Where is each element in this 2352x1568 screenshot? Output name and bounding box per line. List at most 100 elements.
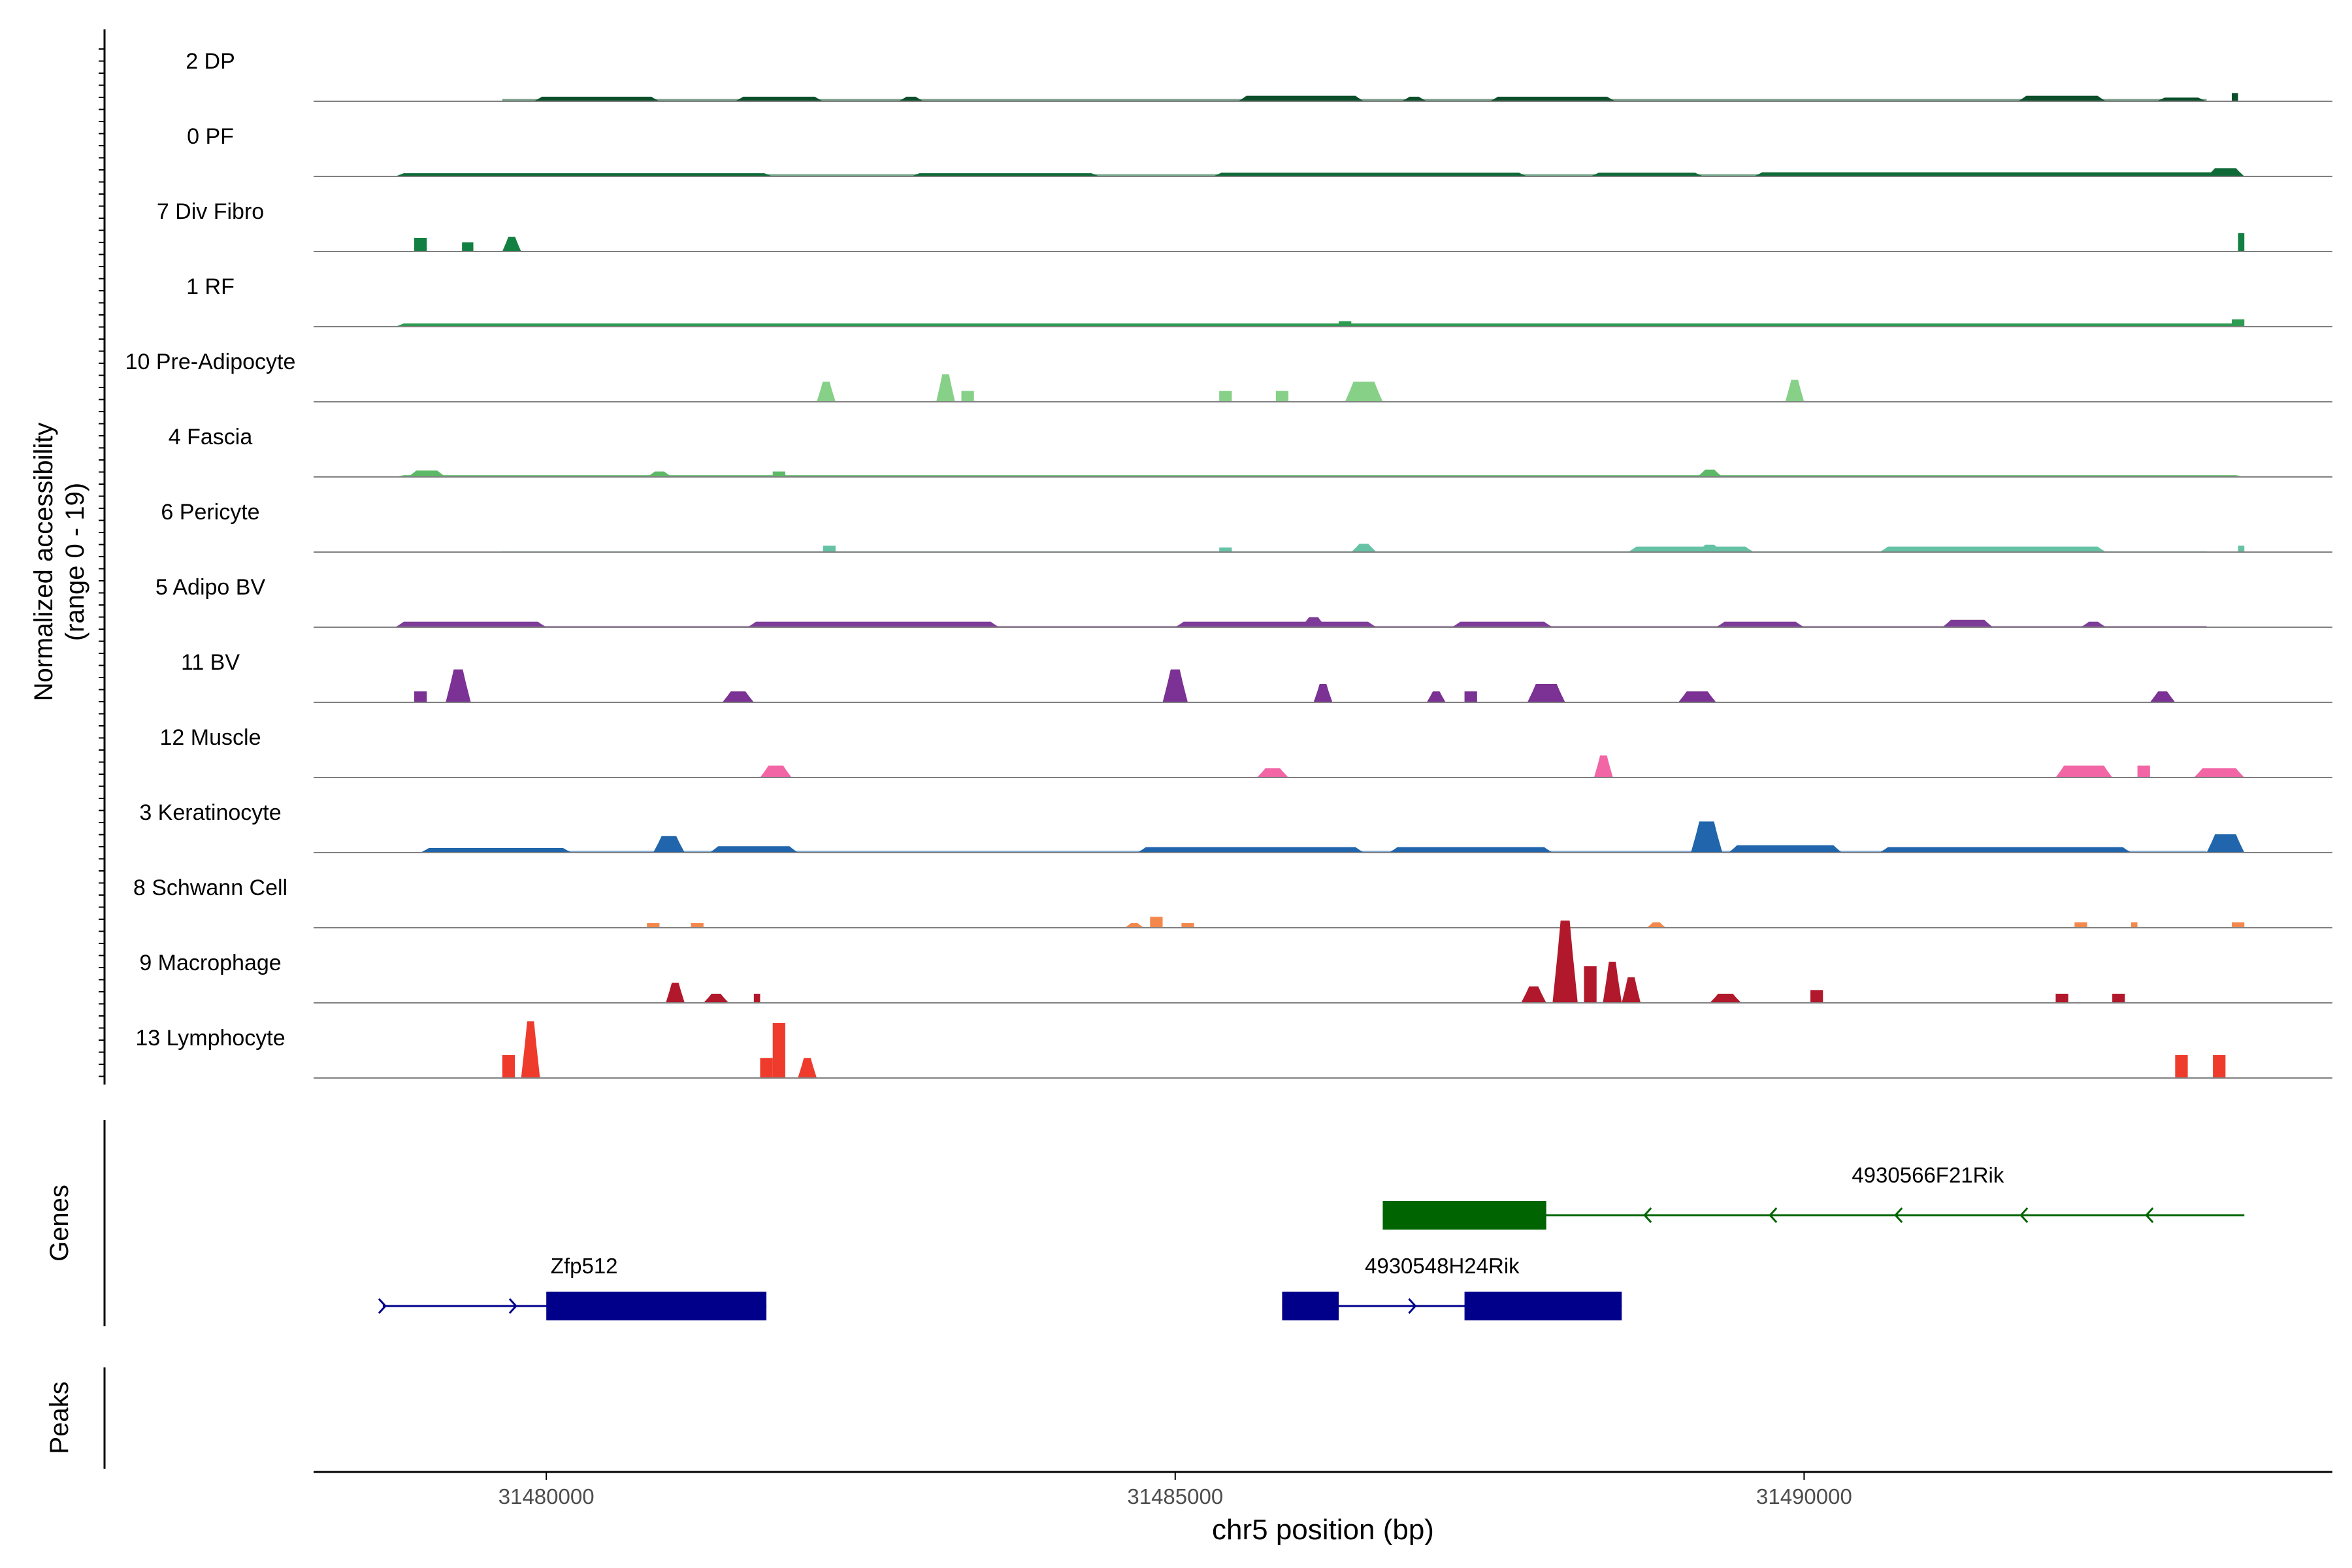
- coverage-peak: [961, 391, 974, 402]
- track-label: 3 Keratinocyte: [139, 800, 281, 825]
- gene-label: 4930566F21Rik: [1852, 1163, 2004, 1187]
- track-4: 1 RF: [186, 274, 2332, 327]
- coverage-peak: [395, 621, 547, 627]
- coverage-peak: [1275, 391, 1289, 402]
- coverage-peak: [1785, 380, 1805, 402]
- coverage-peak: [734, 97, 823, 101]
- coverage-peak: [521, 1021, 540, 1078]
- coverage-peak: [395, 173, 773, 176]
- coverage-peak: [936, 374, 955, 402]
- coverage-peak: [2206, 834, 2245, 853]
- track-8: 5 Adipo BV: [155, 575, 2332, 628]
- coverage-peak: [2213, 1055, 2226, 1078]
- peaks-panel: Peaks: [45, 1367, 106, 1469]
- track-1: 2 DP: [186, 49, 2332, 102]
- track-label: 10 Pre-Adipocyte: [125, 350, 296, 374]
- track-6: 4 Fascia: [169, 425, 2332, 478]
- coverage-peak: [1716, 621, 1805, 627]
- coverage-peak: [1728, 845, 1842, 853]
- coverage-peak: [1527, 684, 1565, 702]
- track-label: 4 Fascia: [169, 425, 253, 449]
- gene-strand-arrow: [1769, 1207, 1778, 1224]
- gene-strand-arrow: [2019, 1207, 2029, 1224]
- coverage-peak: [691, 923, 704, 928]
- coverage-peak: [2238, 233, 2245, 252]
- coverage-peak: [798, 1058, 817, 1078]
- coverage-peak: [2206, 168, 2245, 176]
- gene-exon: [1282, 1292, 1339, 1320]
- x-axis-title: chr5 position (bp): [1212, 1514, 1434, 1546]
- coverage-peak: [1175, 621, 1377, 627]
- track-9: 11 BV: [181, 650, 2332, 703]
- coverage-peak: [760, 765, 792, 777]
- gene-exon: [546, 1292, 767, 1320]
- track-13: 9 Macrophage: [139, 921, 2332, 1004]
- accessibility-axis: [99, 29, 106, 1085]
- track-12: 8 Schwann Cell: [133, 875, 2332, 928]
- coverage-peak: [1646, 922, 1666, 928]
- coverage-peak: [1219, 391, 1232, 402]
- coverage-peak: [898, 97, 924, 101]
- coverage-peak: [1521, 986, 1546, 1003]
- gene-strand-arrow: [1408, 1298, 1417, 1315]
- gene-exon: [1382, 1201, 1546, 1230]
- track-3: 7 Div Fibro: [157, 199, 2332, 252]
- coverage-peak: [1452, 621, 1553, 627]
- track-10: 12 Muscle: [160, 725, 2332, 778]
- coverage-peak: [1339, 321, 1352, 327]
- gene-Zfp512: Zfp512: [378, 1254, 767, 1320]
- gene-strand-arrow: [1643, 1207, 1652, 1224]
- coverage-peak: [1879, 847, 2131, 853]
- track-label: 0 PF: [187, 124, 234, 149]
- coverage-peak: [823, 546, 836, 552]
- coverage-peak: [1301, 617, 1326, 627]
- coverage-peak: [2231, 93, 2238, 101]
- coverage-peak: [502, 237, 521, 252]
- coverage-peak: [772, 1023, 785, 1078]
- coverage-peak: [1490, 97, 1616, 101]
- track-label: 11 BV: [181, 650, 240, 675]
- coverage-peak: [817, 382, 836, 402]
- track-label: 7 Div Fibro: [157, 199, 264, 224]
- gene-strand-arrow: [378, 1298, 387, 1315]
- coverage-peak: [1137, 847, 1364, 853]
- gene-strand-arrow: [2145, 1207, 2154, 1224]
- peaks-panel-label: Peaks: [45, 1381, 74, 1454]
- coverage-peak: [1593, 755, 1613, 777]
- coverage-peak: [666, 983, 685, 1003]
- track-label: 12 Muscle: [160, 725, 261, 750]
- x-tick-label: 31480000: [498, 1484, 595, 1509]
- coverage-peak: [2080, 621, 2106, 627]
- coverage-peak: [533, 97, 660, 101]
- coverage-peak: [1810, 990, 1823, 1003]
- x-axis: 31480000 31485000 31490000 chr5 position (…: [314, 1471, 2332, 1546]
- coverage-peak: [1351, 544, 1377, 552]
- coverage-peak: [1691, 821, 1723, 853]
- x-axis-ticks: 31480000 31485000 31490000: [498, 1472, 1852, 1509]
- coverage-peak: [2175, 1055, 2188, 1078]
- coverage-peak: [1627, 546, 1754, 552]
- coverage-peak: [1150, 917, 1163, 928]
- track-label: 13 Lymphocyte: [135, 1026, 285, 1051]
- coverage-peak: [2055, 994, 2068, 1003]
- track-7: 6 Pericyte: [161, 500, 2332, 553]
- gene-annotations: Zfp512 4930548H24Rik 4930566F21Rik: [378, 1163, 2245, 1320]
- y-axis-title-line1: Normalized accessibility: [29, 423, 58, 702]
- coverage-peak: [1584, 966, 1597, 1003]
- coverage-peak: [1124, 923, 1144, 928]
- coverage-peak: [747, 621, 1000, 627]
- coverage-peak: [911, 173, 1100, 176]
- coverage-peak: [1238, 95, 1364, 101]
- gene-label: Zfp512: [551, 1254, 618, 1278]
- coverage-peak: [446, 669, 471, 702]
- coverage-peak: [1219, 547, 1232, 552]
- coverage-peak: [2131, 922, 2138, 928]
- track-label: 2 DP: [186, 49, 235, 74]
- track-label: 5 Adipo BV: [155, 575, 266, 600]
- coverage-peak: [1313, 684, 1333, 702]
- y-axis-title: Normalized accessibility (range 0 - 19): [29, 423, 90, 702]
- coverage-tracks: 2 DP 0 PF 7 Div Fibro 1 RF 10 Pre-Adipocyte 4…: [125, 49, 2332, 1079]
- coverage-peak: [647, 923, 660, 928]
- gene-label: 4930548H24Rik: [1365, 1254, 1520, 1278]
- genes-panel: Genes Zfp512 4930548H24Rik 4930566F21Rik: [45, 1120, 2245, 1326]
